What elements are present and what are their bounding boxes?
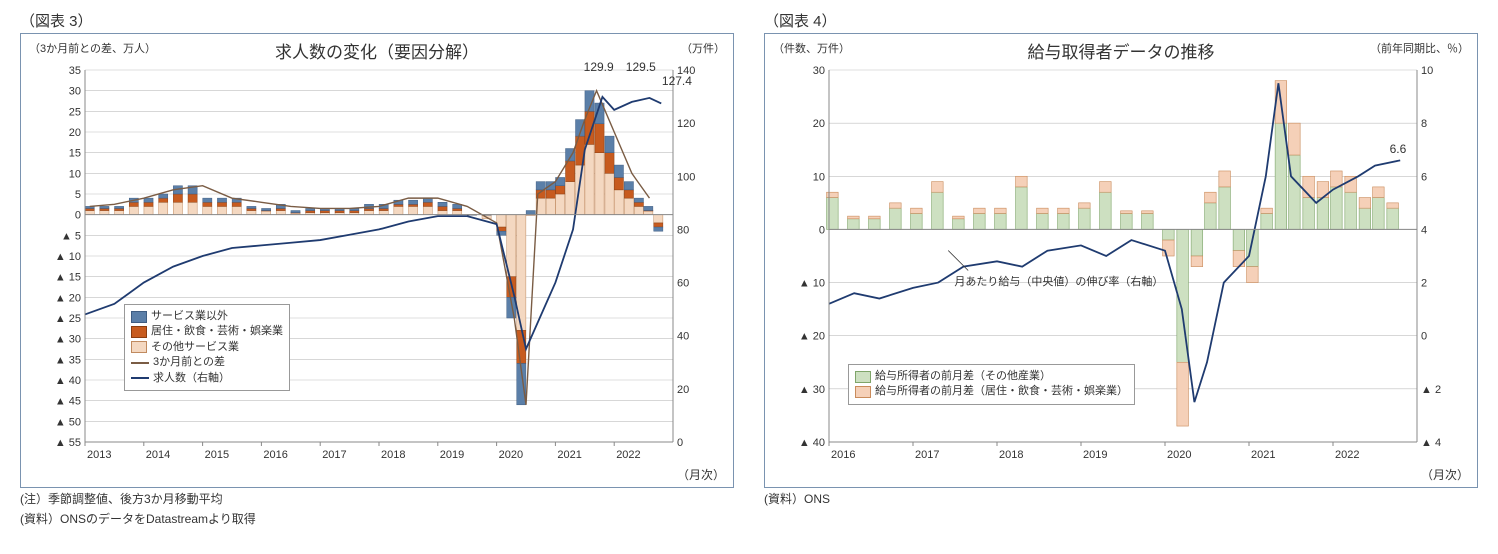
fig3-legend: サービス業以外居住・飲食・芸術・娯楽業その他サービス業3か月前との差求人数（右軸… bbox=[124, 304, 290, 391]
svg-text:▲ 35: ▲ 35 bbox=[55, 354, 81, 366]
legend-item: 3か月前との差 bbox=[131, 355, 283, 370]
svg-text:▲ 45: ▲ 45 bbox=[55, 396, 81, 408]
svg-text:▲ 30: ▲ 30 bbox=[55, 334, 81, 346]
svg-text:5: 5 bbox=[75, 189, 81, 201]
svg-text:2020: 2020 bbox=[1167, 449, 1191, 461]
svg-text:▲ 25: ▲ 25 bbox=[55, 313, 81, 325]
svg-text:▲ 5: ▲ 5 bbox=[61, 230, 81, 242]
svg-text:2016: 2016 bbox=[263, 449, 287, 461]
svg-text:▲ 50: ▲ 50 bbox=[55, 416, 81, 428]
svg-text:▲ 10: ▲ 10 bbox=[55, 251, 81, 263]
callout-value: 129.5 bbox=[626, 60, 656, 74]
figure-3-label: （図表 3） bbox=[20, 10, 734, 31]
svg-text:▲ 55: ▲ 55 bbox=[55, 437, 81, 449]
svg-text:10: 10 bbox=[813, 171, 825, 183]
svg-text:▲ 4: ▲ 4 bbox=[1421, 437, 1441, 449]
svg-text:2016: 2016 bbox=[831, 449, 855, 461]
svg-text:0: 0 bbox=[677, 437, 683, 449]
svg-text:80: 80 bbox=[677, 224, 689, 236]
fig4-legend: 給与所得者の前月差（その他産業）給与所得者の前月差（居住・飲食・芸術・娯楽業） bbox=[848, 364, 1135, 405]
svg-text:2014: 2014 bbox=[146, 449, 170, 461]
svg-text:4: 4 bbox=[1421, 224, 1427, 236]
svg-text:2022: 2022 bbox=[1335, 449, 1359, 461]
svg-text:▲ 40: ▲ 40 bbox=[799, 437, 825, 449]
svg-text:2: 2 bbox=[1421, 278, 1427, 290]
svg-text:2013: 2013 bbox=[87, 449, 111, 461]
svg-text:2019: 2019 bbox=[440, 449, 464, 461]
svg-text:2018: 2018 bbox=[999, 449, 1023, 461]
svg-text:20: 20 bbox=[69, 127, 81, 139]
svg-text:20: 20 bbox=[677, 384, 689, 396]
fig4-xaxis-label: （月次） bbox=[773, 466, 1469, 483]
figure-4-label: （図表 4） bbox=[764, 10, 1478, 31]
svg-text:6: 6 bbox=[1421, 171, 1427, 183]
svg-text:▲ 20: ▲ 20 bbox=[799, 331, 825, 343]
callout-value: 129.9 bbox=[584, 60, 614, 74]
svg-text:2021: 2021 bbox=[557, 449, 581, 461]
callout-value: 127.4 bbox=[662, 74, 692, 88]
svg-text:2022: 2022 bbox=[616, 449, 640, 461]
svg-text:2021: 2021 bbox=[1251, 449, 1275, 461]
legend-item: 居住・飲食・芸術・娯楽業 bbox=[131, 324, 283, 339]
callout-value: 6.6 bbox=[1390, 142, 1407, 156]
svg-text:35: 35 bbox=[69, 65, 81, 77]
svg-text:2019: 2019 bbox=[1083, 449, 1107, 461]
svg-text:100: 100 bbox=[677, 171, 695, 183]
svg-text:2017: 2017 bbox=[915, 449, 939, 461]
fig3-footnote-note: (注）季節調整値、後方3か月移動平均 bbox=[20, 492, 734, 508]
legend-item: 給与所得者の前月差（その他産業） bbox=[855, 369, 1128, 384]
svg-text:▲ 30: ▲ 30 bbox=[799, 384, 825, 396]
svg-text:0: 0 bbox=[819, 224, 825, 236]
svg-text:0: 0 bbox=[1421, 331, 1427, 343]
fig3-plot: ▲ 55▲ 50▲ 45▲ 40▲ 35▲ 30▲ 25▲ 20▲ 15▲ 10… bbox=[29, 64, 725, 464]
svg-text:40: 40 bbox=[677, 331, 689, 343]
fig3-xaxis-label: （月次） bbox=[29, 466, 725, 483]
svg-text:2017: 2017 bbox=[322, 449, 346, 461]
fig3-unit-right: （万件） bbox=[681, 40, 725, 56]
svg-text:30: 30 bbox=[813, 65, 825, 77]
svg-text:10: 10 bbox=[69, 168, 81, 180]
fig4-title: 給与取得者データの推移 bbox=[773, 38, 1469, 63]
svg-text:▲ 2: ▲ 2 bbox=[1421, 384, 1441, 396]
fig3-title: 求人数の変化（要因分解） bbox=[29, 38, 725, 63]
legend-item: サービス業以外 bbox=[131, 309, 283, 324]
fig4-unit-right: （前年同期比、％） bbox=[1370, 40, 1469, 56]
svg-text:▲ 10: ▲ 10 bbox=[799, 278, 825, 290]
fig4-annotation: 月あたり給与（中央値）の伸び率（右軸） bbox=[954, 273, 1163, 289]
svg-text:15: 15 bbox=[69, 148, 81, 160]
figure-3-panel: （図表 3） （3か月前との差、万人） 求人数の変化（要因分解） （万件） ▲ … bbox=[20, 10, 734, 527]
svg-text:30: 30 bbox=[69, 86, 81, 98]
legend-item: 求人数（右軸） bbox=[131, 371, 283, 386]
svg-text:▲ 20: ▲ 20 bbox=[55, 292, 81, 304]
svg-text:2018: 2018 bbox=[381, 449, 405, 461]
svg-text:2020: 2020 bbox=[499, 449, 523, 461]
fig3-footnote-source: (資料）ONSのデータをDatastreamより取得 bbox=[20, 512, 734, 528]
figure-4-frame: （件数、万件） 給与取得者データの推移 （前年同期比、％） ▲ 40▲ 30▲ … bbox=[764, 33, 1478, 488]
svg-text:120: 120 bbox=[677, 118, 695, 130]
svg-text:▲ 40: ▲ 40 bbox=[55, 375, 81, 387]
figure-4-panel: （図表 4） （件数、万件） 給与取得者データの推移 （前年同期比、％） ▲ 4… bbox=[764, 10, 1478, 527]
svg-text:2015: 2015 bbox=[205, 449, 229, 461]
svg-text:0: 0 bbox=[75, 210, 81, 222]
svg-text:10: 10 bbox=[1421, 65, 1433, 77]
legend-item: 給与所得者の前月差（居住・飲食・芸術・娯楽業） bbox=[855, 384, 1128, 399]
svg-text:8: 8 bbox=[1421, 118, 1427, 130]
svg-text:25: 25 bbox=[69, 106, 81, 118]
svg-text:▲ 15: ▲ 15 bbox=[55, 272, 81, 284]
fig4-footnote-source: (資料）ONS bbox=[764, 492, 1478, 508]
svg-text:60: 60 bbox=[677, 278, 689, 290]
legend-item: その他サービス業 bbox=[131, 340, 283, 355]
figure-3-frame: （3か月前との差、万人） 求人数の変化（要因分解） （万件） ▲ 55▲ 50▲… bbox=[20, 33, 734, 488]
svg-text:20: 20 bbox=[813, 118, 825, 130]
